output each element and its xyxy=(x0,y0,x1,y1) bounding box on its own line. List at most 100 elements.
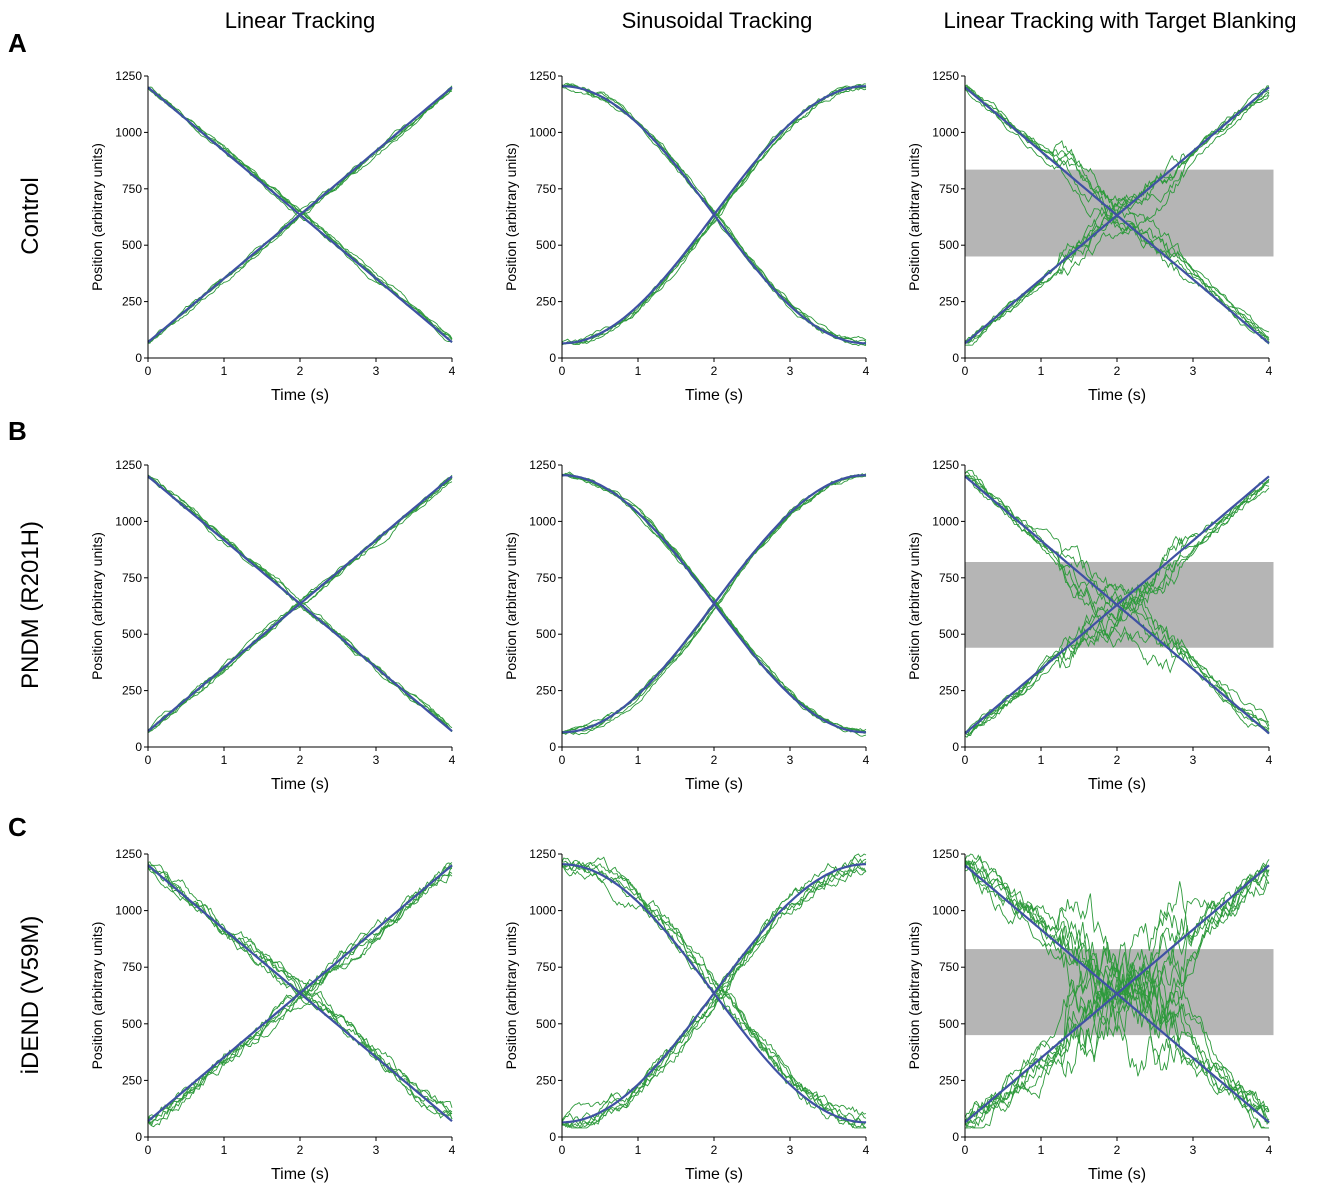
y-axis-label: Position (arbitrary units) xyxy=(503,532,519,680)
y-tick-label: 0 xyxy=(952,351,959,365)
panel-letter-a: A xyxy=(8,28,27,58)
x-axis-label: Time (s) xyxy=(271,387,329,404)
cursor-trace-line xyxy=(561,85,867,345)
x-tick-label: 3 xyxy=(373,1143,380,1157)
y-tick-label: 1250 xyxy=(529,69,556,83)
cursor-trace-line xyxy=(964,860,1270,1113)
x-tick-label: 1 xyxy=(221,753,228,767)
cursor-trace-line xyxy=(964,474,1270,735)
x-tick-label: 0 xyxy=(559,1143,566,1157)
row-title-pndm: PNDM (R201H) xyxy=(17,521,44,689)
y-tick-label: 500 xyxy=(536,238,556,252)
panel-letter-c: C xyxy=(8,812,27,842)
x-tick-label: 4 xyxy=(863,753,870,767)
x-tick-label: 3 xyxy=(1190,364,1197,378)
x-tick-label: 1 xyxy=(1038,364,1045,378)
x-tick-label: 0 xyxy=(962,1143,969,1157)
column-title-linear: Linear Tracking xyxy=(225,8,375,33)
x-tick-label: 1 xyxy=(1038,1143,1045,1157)
x-axis-label: Time (s) xyxy=(685,776,743,793)
cursor-trace-line xyxy=(561,868,867,1128)
y-tick-label: 500 xyxy=(939,627,959,641)
cursor-trace-line xyxy=(561,862,867,1126)
x-tick-label: 0 xyxy=(145,1143,152,1157)
target-line xyxy=(964,864,1270,1124)
y-tick-label: 750 xyxy=(122,571,142,585)
y-tick-label: 500 xyxy=(536,1017,556,1031)
y-tick-label: 750 xyxy=(122,182,142,196)
x-tick-label: 0 xyxy=(559,364,566,378)
y-tick-label: 1000 xyxy=(932,904,959,918)
target-line xyxy=(964,475,1270,735)
y-tick-label: 1250 xyxy=(115,458,142,472)
subplot-c-blanking: 0 1 2 3 4 0 250 500 750 1000 1250 Time (s) Position … xyxy=(906,847,1274,1183)
y-tick-label: 750 xyxy=(939,571,959,585)
y-tick-label: 0 xyxy=(135,740,142,754)
subplot-b-sinusoidal: 0 1 2 3 4 0 250 500 750 1000 1250 Time (s) Position … xyxy=(503,458,870,793)
x-axis-label: Time (s) xyxy=(1088,776,1146,793)
x-axis-label: Time (s) xyxy=(685,387,743,404)
x-tick-label: 4 xyxy=(863,364,870,378)
y-tick-label: 0 xyxy=(952,740,959,754)
y-axis-label: Position (arbitrary units) xyxy=(906,532,922,680)
cursor-trace-line xyxy=(561,856,867,1121)
y-tick-label: 0 xyxy=(549,1130,556,1144)
cursor-traces xyxy=(964,469,1270,738)
y-tick-label: 750 xyxy=(536,182,556,196)
subplot-b-linear: 0 1 2 3 4 0 250 500 750 1000 1250 Time (s) Position … xyxy=(89,458,456,793)
column-title-sinusoidal: Sinusoidal Tracking xyxy=(622,8,813,33)
x-tick-label: 4 xyxy=(449,364,456,378)
subplot-a-linear: 0 1 2 3 4 0 250 500 750 1000 1250 Time (s) Position … xyxy=(89,69,456,404)
column-titles: Linear Tracking Sinusoidal Tracking Line… xyxy=(225,8,1297,33)
x-tick-label: 0 xyxy=(962,364,969,378)
cursor-trace-line xyxy=(561,853,867,1129)
y-tick-label: 1250 xyxy=(115,847,142,861)
target-line xyxy=(561,85,867,345)
y-tick-label: 1000 xyxy=(529,125,556,139)
x-axis-label: Time (s) xyxy=(271,776,329,793)
x-tick-label: 4 xyxy=(1266,753,1273,767)
cursor-trace-line xyxy=(964,474,1270,732)
cursor-trace-line xyxy=(964,859,1270,1125)
x-tick-label: 2 xyxy=(297,364,304,378)
x-tick-label: 1 xyxy=(221,1143,228,1157)
y-axis-label: Position (arbitrary units) xyxy=(89,532,105,680)
y-tick-label: 750 xyxy=(122,960,142,974)
y-tick-label: 0 xyxy=(135,1130,142,1144)
cursor-trace-line xyxy=(964,478,1270,736)
cursor-trace-line xyxy=(964,84,1270,343)
cursor-trace-line xyxy=(147,873,453,1125)
y-tick-label: 500 xyxy=(939,238,959,252)
x-tick-label: 1 xyxy=(1038,753,1045,767)
y-tick-label: 500 xyxy=(122,238,142,252)
x-tick-label: 4 xyxy=(449,1143,456,1157)
target-line xyxy=(147,86,453,344)
x-tick-label: 2 xyxy=(711,1143,718,1157)
x-tick-label: 2 xyxy=(711,753,718,767)
y-tick-label: 0 xyxy=(549,351,556,365)
subplot-c-sinusoidal: 0 1 2 3 4 0 250 500 750 1000 1250 Time (s) Position … xyxy=(503,847,870,1183)
y-tick-label: 250 xyxy=(536,684,556,698)
y-tick-label: 1250 xyxy=(932,69,959,83)
y-tick-label: 750 xyxy=(939,182,959,196)
x-tick-label: 2 xyxy=(1114,753,1121,767)
x-tick-label: 3 xyxy=(1190,1143,1197,1157)
target-line xyxy=(561,474,867,734)
y-tick-label: 750 xyxy=(536,571,556,585)
x-tick-label: 1 xyxy=(635,1143,642,1157)
y-tick-label: 0 xyxy=(549,740,556,754)
y-tick-label: 0 xyxy=(135,351,142,365)
x-tick-label: 3 xyxy=(787,364,794,378)
cursor-trace-line xyxy=(964,91,1270,344)
x-tick-label: 1 xyxy=(635,753,642,767)
cursor-traces xyxy=(561,853,867,1129)
cursor-trace-line xyxy=(147,871,453,1119)
x-tick-label: 4 xyxy=(449,753,456,767)
subplot-b-blanking: 0 1 2 3 4 0 250 500 750 1000 1250 Time (s) Position … xyxy=(906,458,1274,793)
row-title-idend: iDEND (V59M) xyxy=(17,916,44,1075)
y-axis-label: Position (arbitrary units) xyxy=(89,922,105,1070)
x-tick-label: 3 xyxy=(373,753,380,767)
y-tick-label: 1000 xyxy=(932,125,959,139)
x-tick-label: 2 xyxy=(1114,364,1121,378)
